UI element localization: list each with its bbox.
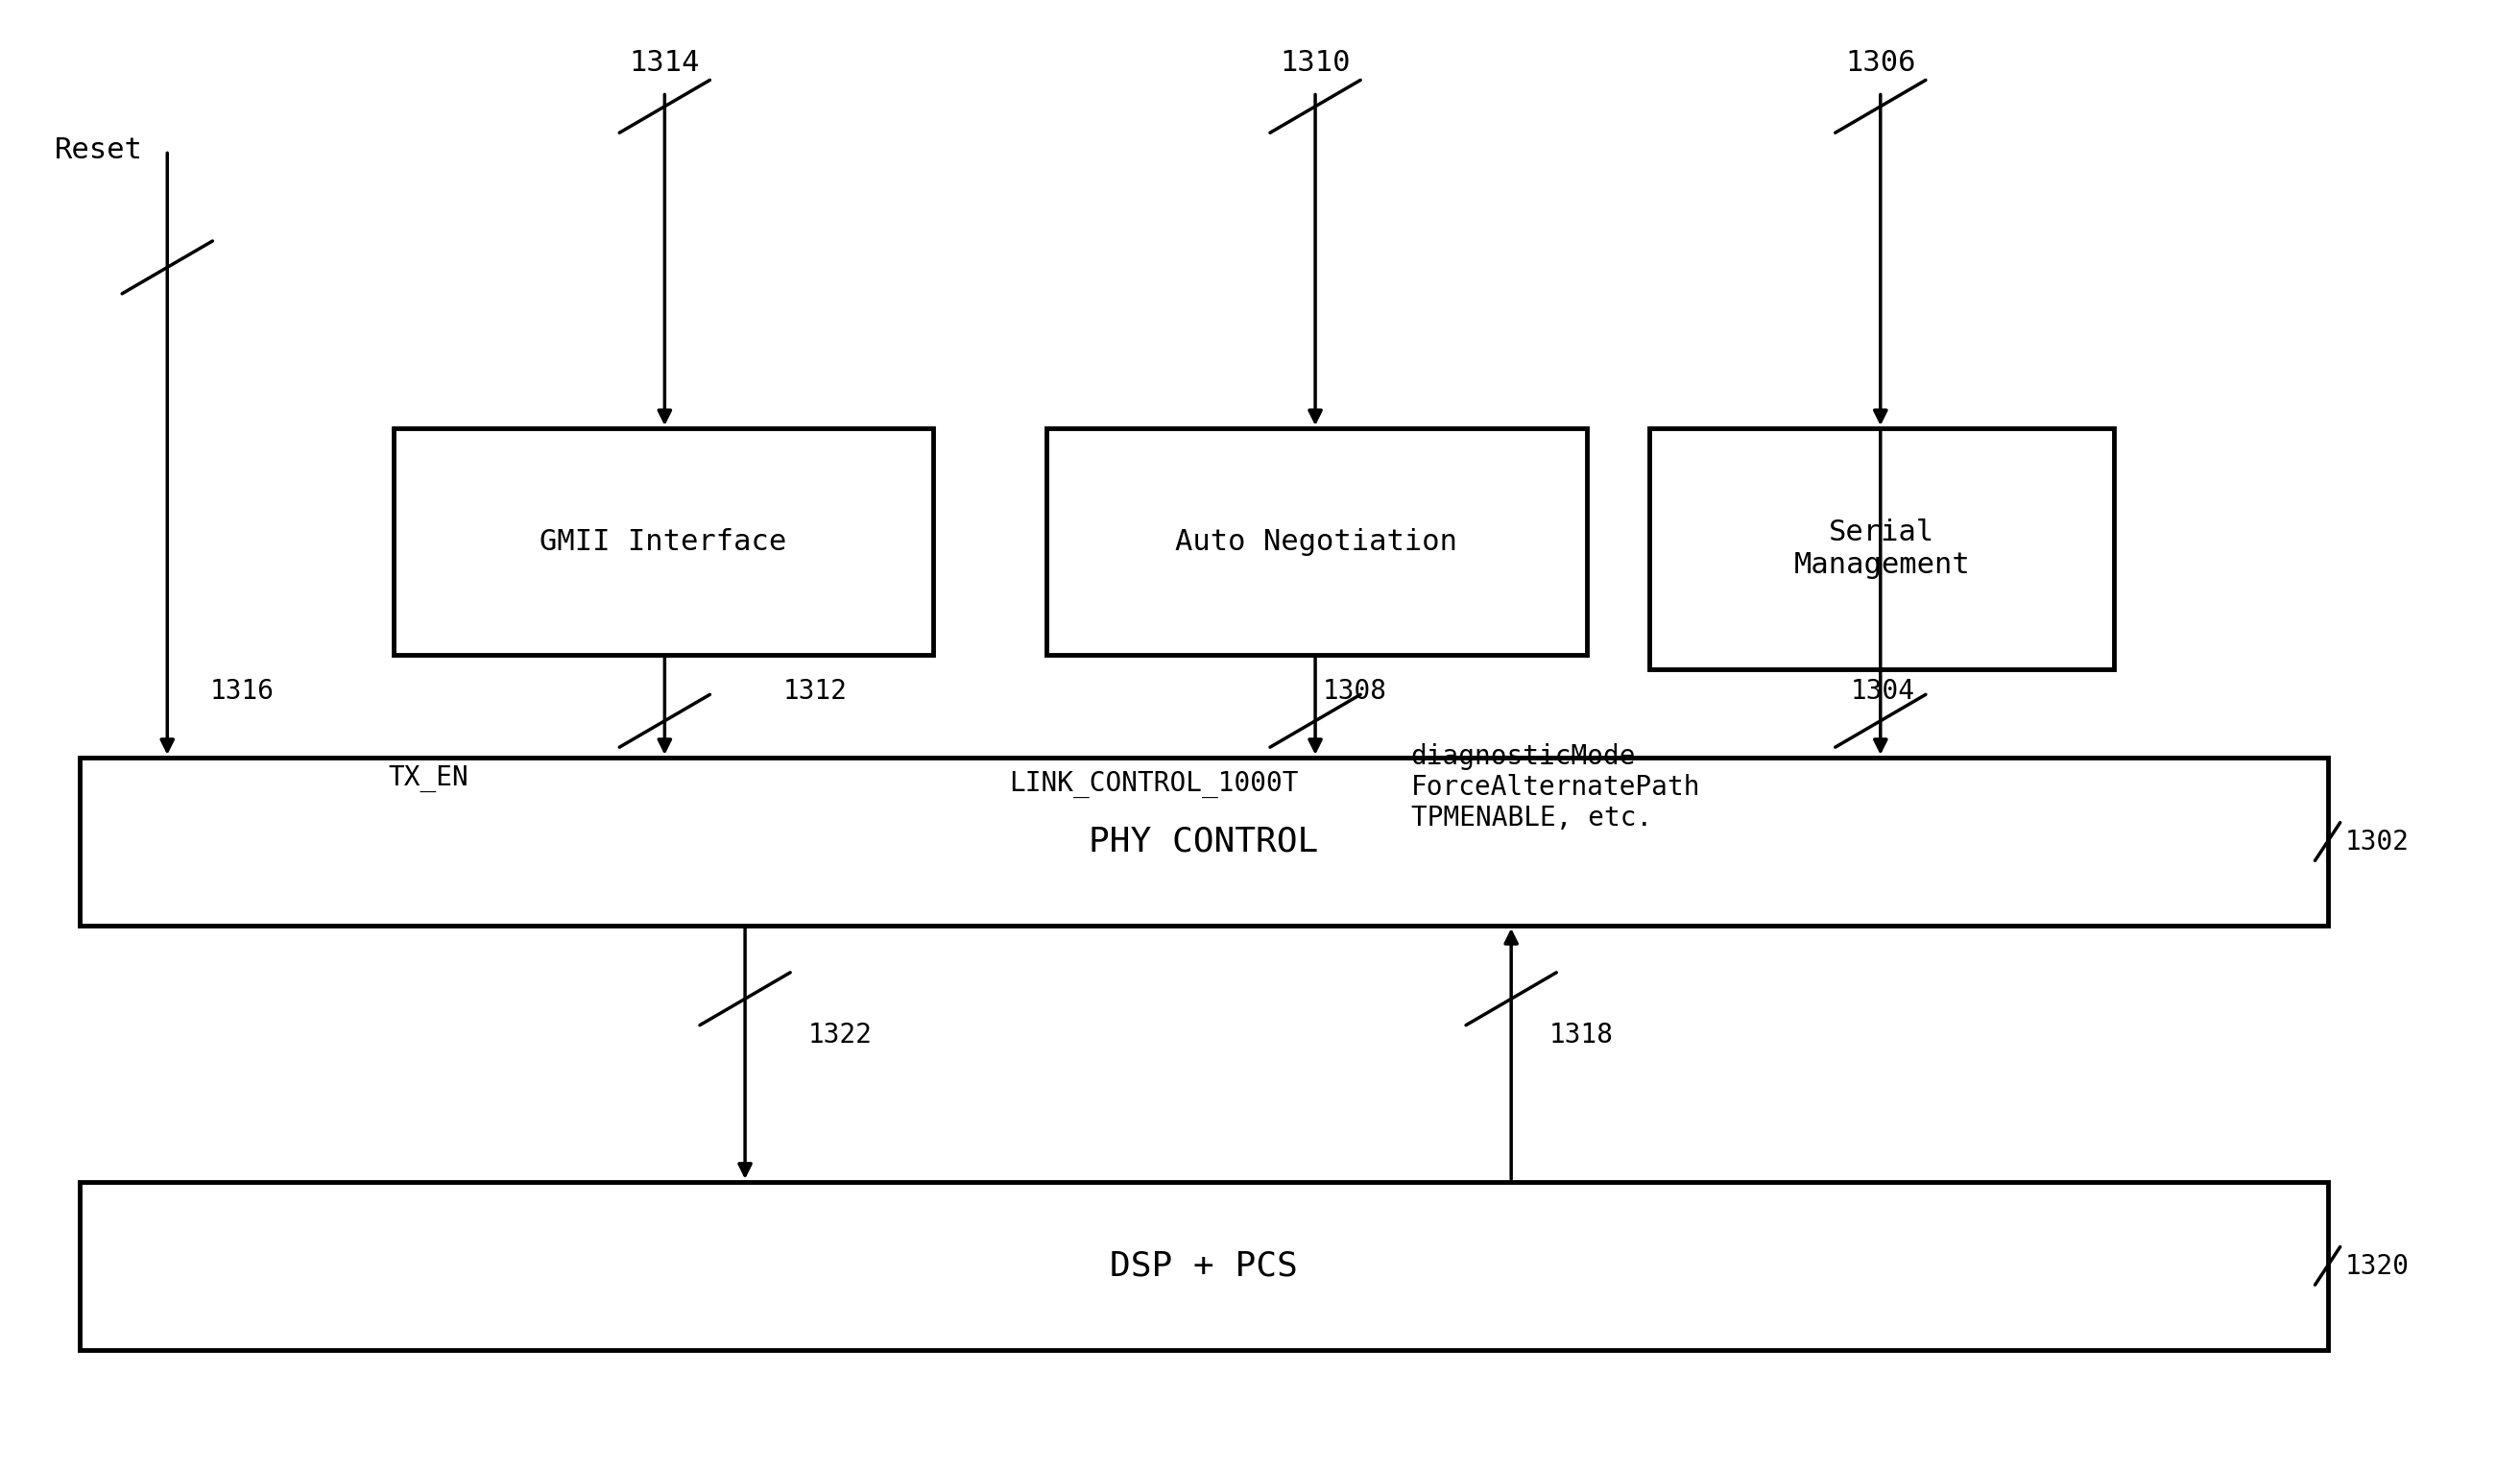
Bar <box>1046 428 1588 655</box>
Text: 1308: 1308 <box>1323 678 1386 705</box>
Text: 1318: 1318 <box>1550 1022 1613 1049</box>
Text: DSP + PCS: DSP + PCS <box>1109 1249 1298 1283</box>
Text: 1320: 1320 <box>2346 1253 2409 1280</box>
Text: 1314: 1314 <box>630 49 701 76</box>
Text: 1304: 1304 <box>1850 678 1915 705</box>
Bar <box>1651 428 2114 669</box>
Text: Serial
Management: Serial Management <box>1794 519 1971 580</box>
Text: 1322: 1322 <box>809 1022 872 1049</box>
Bar <box>78 758 2328 925</box>
Text: 1306: 1306 <box>1845 49 1915 76</box>
Bar <box>393 428 932 655</box>
Bar <box>78 1181 2328 1350</box>
Text: 1310: 1310 <box>1280 49 1351 76</box>
Text: PHY CONTROL: PHY CONTROL <box>1089 825 1318 858</box>
Text: 1302: 1302 <box>2346 828 2409 856</box>
Text: 1312: 1312 <box>784 678 847 705</box>
Text: diagnosticMode
ForceAlternatePath
TPMENABLE, etc.: diagnosticMode ForceAlternatePath TPMENA… <box>1411 743 1701 833</box>
Text: TX_EN: TX_EN <box>388 765 469 791</box>
Text: 1316: 1316 <box>209 678 275 705</box>
Text: LINK_CONTROL_1000T: LINK_CONTROL_1000T <box>1008 771 1298 797</box>
Text: Reset: Reset <box>55 137 144 165</box>
Text: GMII Interface: GMII Interface <box>539 528 786 556</box>
Text: Auto Negotiation: Auto Negotiation <box>1174 528 1457 556</box>
